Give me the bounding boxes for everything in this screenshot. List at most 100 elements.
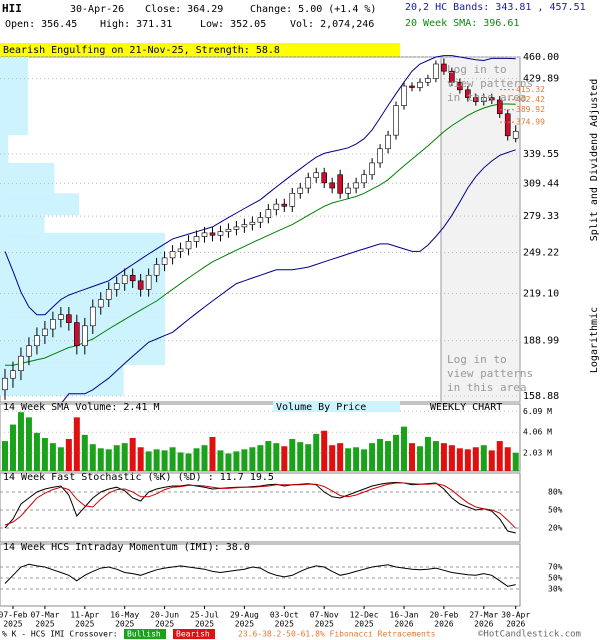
volume-bar <box>337 443 344 471</box>
x-tick-year: 2026 <box>394 620 413 629</box>
panel-title: 14 Week Fast Stochastic (%K) (%D) : 11.7… <box>3 472 274 483</box>
volume-bar <box>424 436 431 471</box>
volume-bar <box>17 412 24 471</box>
candle-body <box>241 224 248 228</box>
plot <box>0 410 520 471</box>
candle-body <box>201 232 208 237</box>
candle-body <box>457 81 463 91</box>
candle-body <box>233 226 240 230</box>
volume-bar <box>249 447 256 471</box>
axis-note: Logarithmic <box>589 307 600 373</box>
y-tick-label: 6.09 M <box>523 407 552 416</box>
panel-subtitle: Volume By Price <box>276 402 366 413</box>
panel-title: 14 Week HCS Intraday Momentum (IMI): 38.… <box>3 542 250 553</box>
indicator-line <box>5 103 516 366</box>
x-tick-label: 07-Mar <box>30 611 59 620</box>
y-tick-label: 2.03 M <box>523 449 552 458</box>
candle-body <box>249 221 256 225</box>
candle-body <box>66 314 72 323</box>
y-tick-label: 249.22 <box>523 247 559 258</box>
candle-body <box>74 322 80 347</box>
oscillator-line <box>4 482 517 529</box>
candle-body <box>225 228 232 232</box>
volume-by-price-bar <box>0 135 9 163</box>
fib-label: 415.32 <box>516 85 545 94</box>
candle-body <box>105 289 112 300</box>
candle-body <box>361 174 367 184</box>
y-tick-label: 20% <box>548 524 563 533</box>
volume-bar <box>97 448 104 471</box>
volume: Vol: 2,074,246 <box>290 19 374 30</box>
x-tick-year: 2025 <box>354 620 373 629</box>
y-tick-label: 309.44 <box>523 178 559 189</box>
volume-bar <box>464 449 471 471</box>
x-tick-label: 27-Mar <box>469 611 498 620</box>
candle-body <box>217 231 224 236</box>
high: High: 371.31 <box>100 19 172 30</box>
volume-bar <box>209 436 216 471</box>
y-tick-label: 460.00 <box>523 52 559 63</box>
bullish: Bullish <box>127 630 161 639</box>
volume-bar <box>25 417 32 471</box>
candle-body <box>353 182 359 189</box>
y-tick-label: 339.55 <box>523 149 559 160</box>
volume-bar <box>49 443 56 471</box>
copyright: ©HotCandlestick.com <box>478 630 581 640</box>
watermark: view patterns <box>447 77 533 90</box>
candle-body <box>329 182 335 189</box>
volume-bar <box>329 445 336 471</box>
candle-body <box>321 172 328 184</box>
volume-bar <box>488 450 495 471</box>
fib-label: 389.92 <box>516 105 545 114</box>
x-tick-label: 25-Jul <box>190 611 219 620</box>
close: Close: 364.29 <box>145 4 223 15</box>
stoch-frame <box>0 472 521 543</box>
x-tick-year: 2025 <box>155 620 174 629</box>
x-tick-year: 2026 <box>434 620 453 629</box>
candle-body <box>441 63 447 72</box>
volume-bar <box>113 445 120 471</box>
volume-bar <box>305 444 312 471</box>
oscillator-line <box>4 481 516 534</box>
volume-bar <box>193 448 200 471</box>
y-tick-label: 70% <box>548 563 563 572</box>
volume-bar <box>289 439 296 471</box>
volume-bar <box>145 451 152 471</box>
x-tick-label: 29-Aug <box>230 611 259 620</box>
x-tick-label: 12-Dec <box>350 611 379 620</box>
volume-bar <box>393 434 400 471</box>
candle-body <box>257 217 264 223</box>
candle-body <box>121 274 128 284</box>
x-tick-label: 20-Jun <box>150 611 179 620</box>
bearish: Bearish <box>176 630 210 639</box>
volume-bar <box>361 449 368 471</box>
candle-body <box>345 187 351 194</box>
date: 30-Apr-26 <box>70 4 124 15</box>
candle-body <box>289 193 296 207</box>
volume-by-price-bar <box>0 232 165 253</box>
x-tick-year: 2026 <box>506 620 525 629</box>
subtitle-bg <box>273 401 400 412</box>
y-tick-label: 429.89 <box>523 74 559 85</box>
x-tick-year: 2025 <box>75 620 94 629</box>
x-tick-year: 2025 <box>195 620 214 629</box>
volume-bar <box>401 426 407 471</box>
x-tick-label: 16-May <box>110 611 139 620</box>
candle-body <box>273 203 280 210</box>
candle-body <box>305 177 312 189</box>
x-tick-year: 2025 <box>115 620 134 629</box>
candle-body <box>34 335 40 347</box>
volume-bar <box>241 449 248 471</box>
candle-body <box>504 113 511 137</box>
candle-body <box>18 355 24 371</box>
volume-bar <box>137 447 144 471</box>
x-tick-label: 11-Apr <box>70 611 99 620</box>
volume-bar <box>504 447 511 471</box>
candle-body <box>281 203 288 207</box>
volume-bar <box>9 424 16 471</box>
y-tick-label: 50% <box>548 506 563 515</box>
volume-by-price-bar <box>0 252 165 294</box>
watermark: Log in to <box>447 63 507 76</box>
candle-body <box>337 174 343 194</box>
y-tick-label: 4.06 M <box>523 428 552 437</box>
